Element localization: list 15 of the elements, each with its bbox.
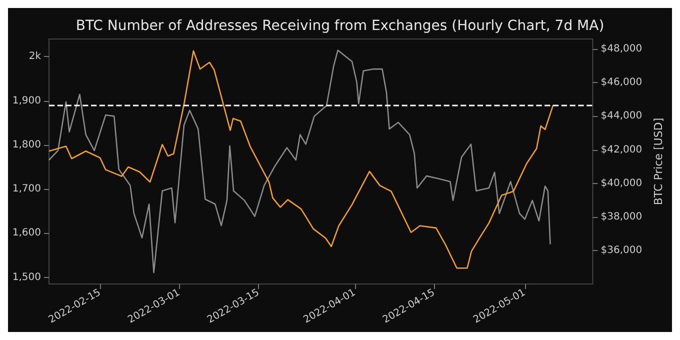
y2-tick-label: $40,000: [600, 178, 642, 189]
chart-title: BTC Number of Addresses Receiving from Exchanges (Hourly Chart, 7d MA): [76, 18, 604, 34]
y2-tick-label: $46,000: [600, 77, 642, 88]
y-tick-label: 1,800: [12, 139, 41, 150]
y2-tick-label: $44,000: [600, 110, 642, 122]
y-tick-label: 1,600: [12, 228, 41, 239]
y2-tick-label: $42,000: [600, 144, 642, 156]
y-tick-label: 1,900: [12, 95, 41, 106]
y-tick-label: 1,700: [12, 184, 41, 195]
y-tick-label: 2k: [28, 51, 42, 62]
y2-tick-label: $38,000: [600, 211, 642, 222]
y2-tick-label: $48,000: [600, 44, 642, 55]
y-tick-label: 1,500: [12, 272, 41, 283]
y2-tick-label: $36,000: [600, 244, 642, 256]
y2-axis-title: BTC Price [USD]: [652, 118, 665, 206]
